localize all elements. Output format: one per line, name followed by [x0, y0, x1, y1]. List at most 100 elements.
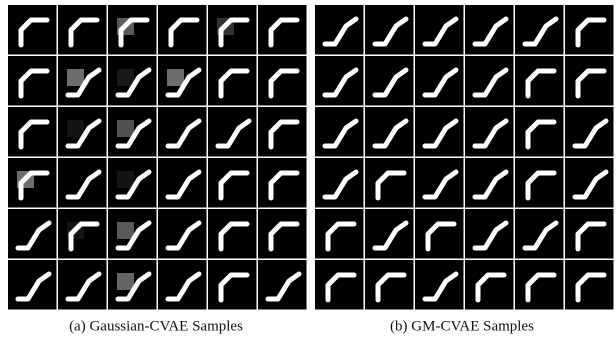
- image-background: [58, 158, 107, 208]
- sample-image: [415, 260, 464, 310]
- sample-image: [258, 260, 307, 310]
- sample-image: [58, 209, 107, 259]
- image-background: [315, 260, 364, 310]
- image-background: [365, 260, 414, 310]
- image-background: [208, 107, 257, 157]
- image-background: [58, 260, 107, 310]
- image-background: [465, 260, 514, 310]
- sample-image: [8, 158, 57, 208]
- sample-image: [8, 107, 57, 157]
- sample-image: [515, 5, 564, 55]
- sample-image: [365, 158, 414, 208]
- sample-image: [515, 158, 564, 208]
- sample-image: [415, 5, 464, 55]
- image-background: [565, 107, 614, 157]
- sample-image: [108, 158, 157, 208]
- sample-image: [515, 56, 564, 106]
- sample-image: [565, 107, 614, 157]
- sample-image: [8, 260, 57, 310]
- sample-image: [315, 5, 364, 55]
- sample-image: [158, 5, 207, 55]
- sample-image: [58, 107, 107, 157]
- sample-image: [158, 107, 207, 157]
- image-background: [208, 56, 257, 106]
- image-background: [515, 107, 564, 157]
- image-background: [315, 5, 364, 55]
- image-background: [465, 107, 514, 157]
- sample-image: [258, 158, 307, 208]
- sample-image: [8, 5, 57, 55]
- sample-image: [108, 107, 157, 157]
- sample-image: [208, 158, 257, 208]
- image-background: [415, 158, 464, 208]
- sample-image: [465, 107, 514, 157]
- image-background: [415, 260, 464, 310]
- sample-image: [158, 56, 207, 106]
- gray-square: [117, 222, 134, 239]
- image-background: [8, 107, 57, 157]
- sample-image: [108, 56, 157, 106]
- gray-square: [117, 273, 134, 290]
- image-background: [565, 56, 614, 106]
- sample-grid: [7, 4, 309, 312]
- gray-square: [117, 171, 134, 188]
- image-background: [158, 5, 207, 55]
- image-background: [315, 56, 364, 106]
- image-background: [515, 56, 564, 106]
- sample-image: [315, 107, 364, 157]
- image-background: [208, 158, 257, 208]
- gray-square: [167, 69, 184, 86]
- sample-image: [158, 158, 207, 208]
- sample-image: [108, 5, 157, 55]
- image-background: [465, 209, 514, 259]
- sample-image: [515, 260, 564, 310]
- image-background: [565, 260, 614, 310]
- sample-image: [8, 56, 57, 106]
- sample-image: [208, 209, 257, 259]
- sample-image: [515, 107, 564, 157]
- sample-image: [365, 260, 414, 310]
- sample-image: [315, 158, 364, 208]
- sample-image: [258, 107, 307, 157]
- sample-image: [258, 56, 307, 106]
- sample-image: [158, 209, 207, 259]
- sample-image: [58, 260, 107, 310]
- sample-image: [365, 56, 414, 106]
- image-background: [465, 56, 514, 106]
- image-background: [465, 158, 514, 208]
- image-background: [365, 107, 414, 157]
- image-background: [565, 209, 614, 259]
- image-background: [8, 56, 57, 106]
- sample-image: [108, 209, 157, 259]
- sample-image: [415, 209, 464, 259]
- image-background: [515, 260, 564, 310]
- image-background: [8, 260, 57, 310]
- image-background: [208, 260, 257, 310]
- image-background: [158, 209, 207, 259]
- sample-image: [565, 260, 614, 310]
- sample-image: [208, 107, 257, 157]
- image-background: [258, 209, 307, 259]
- caption: (b) GM-CVAE Samples: [390, 318, 534, 334]
- gray-square: [117, 120, 134, 137]
- image-background: [158, 260, 207, 310]
- image-background: [565, 158, 614, 208]
- sample-image: [158, 260, 207, 310]
- sample-image: [108, 260, 157, 310]
- sample-image: [365, 5, 414, 55]
- sample-image: [365, 209, 414, 259]
- image-background: [208, 209, 257, 259]
- image-background: [258, 158, 307, 208]
- sample-image: [315, 56, 364, 106]
- sample-image: [565, 209, 614, 259]
- sample-image: [315, 209, 364, 259]
- image-background: [158, 158, 207, 208]
- image-background: [565, 5, 614, 55]
- caption: (a) Gaussian-CVAE Samples: [69, 318, 243, 334]
- image-background: [365, 56, 414, 106]
- sample-image: [365, 107, 414, 157]
- sample-image: [208, 260, 257, 310]
- image-background: [8, 209, 57, 259]
- image-background: [8, 5, 57, 55]
- sample-image: [565, 56, 614, 106]
